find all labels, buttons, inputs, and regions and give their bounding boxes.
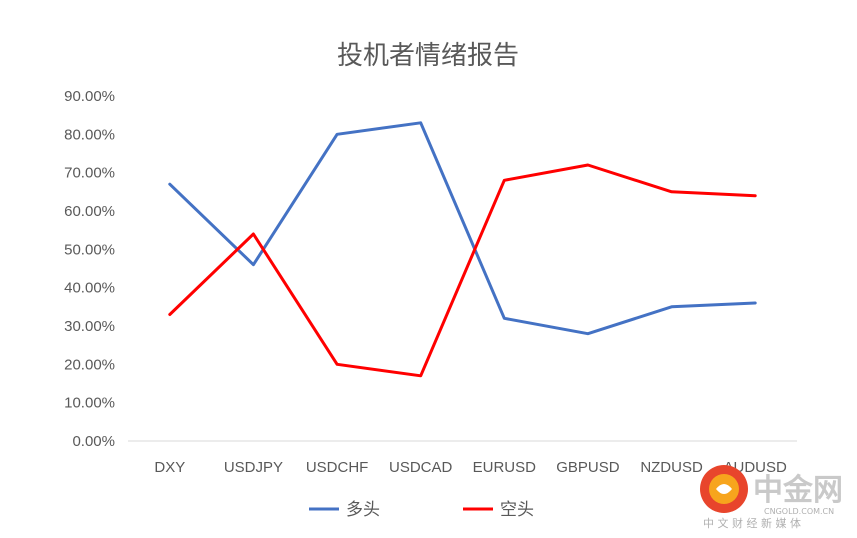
legend: 多头 空头 (309, 500, 534, 520)
series-line-0 (168, 121, 757, 336)
x-tick-label: DXY (154, 459, 185, 476)
y-axis: 0.00% 10.00% 20.00% 30.00% 40.00% 50.00% 60.00… (64, 88, 115, 450)
y-tick-label: 0.00% (72, 433, 115, 450)
y-tick-label: 80.00% (64, 126, 115, 143)
x-tick-label: GBPUSD (556, 459, 620, 476)
y-tick-label: 60.00% (64, 203, 115, 220)
x-tick-label: NZDUSD (640, 459, 703, 476)
x-tick-label: EURUSD (473, 459, 537, 476)
y-tick-label: 20.00% (64, 356, 115, 373)
watermark-tagline: 中 文 财 经 新 媒 体 (703, 516, 801, 530)
chart-title: 投机者情绪报告 (337, 41, 519, 71)
y-tick-label: 40.00% (64, 280, 115, 297)
watermark-domain: CNGOLD.COM.CN (764, 507, 834, 516)
y-tick-label: 90.00% (64, 88, 115, 105)
plot-area (168, 121, 757, 378)
watermark: 中金网 CNGOLD.COM.CN 中 文 财 经 新 媒 体 (700, 465, 843, 530)
y-tick-label: 70.00% (64, 165, 115, 182)
legend-label: 多头 (346, 500, 380, 520)
watermark-name: 中金网 (753, 473, 843, 508)
cngold-logo-icon (700, 465, 748, 513)
x-tick-label: USDJPY (224, 459, 283, 476)
x-tick-label: USDCHF (306, 459, 369, 476)
x-axis: DXY USDJPY USDCHF USDCAD EURUSD GBPUSD NZDUSD A… (154, 459, 787, 476)
y-tick-label: 10.00% (64, 395, 115, 412)
x-tick-label: USDCAD (389, 459, 453, 476)
y-tick-label: 50.00% (64, 241, 115, 258)
series-line-1 (168, 163, 757, 378)
legend-label: 空头 (500, 500, 534, 520)
y-tick-label: 30.00% (64, 318, 115, 335)
